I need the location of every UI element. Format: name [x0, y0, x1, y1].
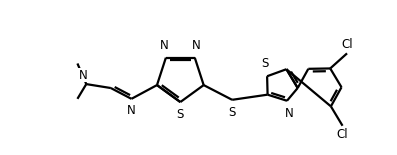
Text: S: S — [229, 106, 236, 119]
Text: Cl: Cl — [341, 38, 353, 51]
Text: S: S — [177, 108, 184, 121]
Text: N: N — [79, 69, 87, 82]
Text: S: S — [261, 57, 268, 70]
Text: Cl: Cl — [337, 128, 348, 141]
Text: N: N — [160, 39, 168, 52]
Text: N: N — [193, 39, 201, 52]
Text: N: N — [285, 107, 294, 120]
Text: N: N — [127, 104, 135, 117]
